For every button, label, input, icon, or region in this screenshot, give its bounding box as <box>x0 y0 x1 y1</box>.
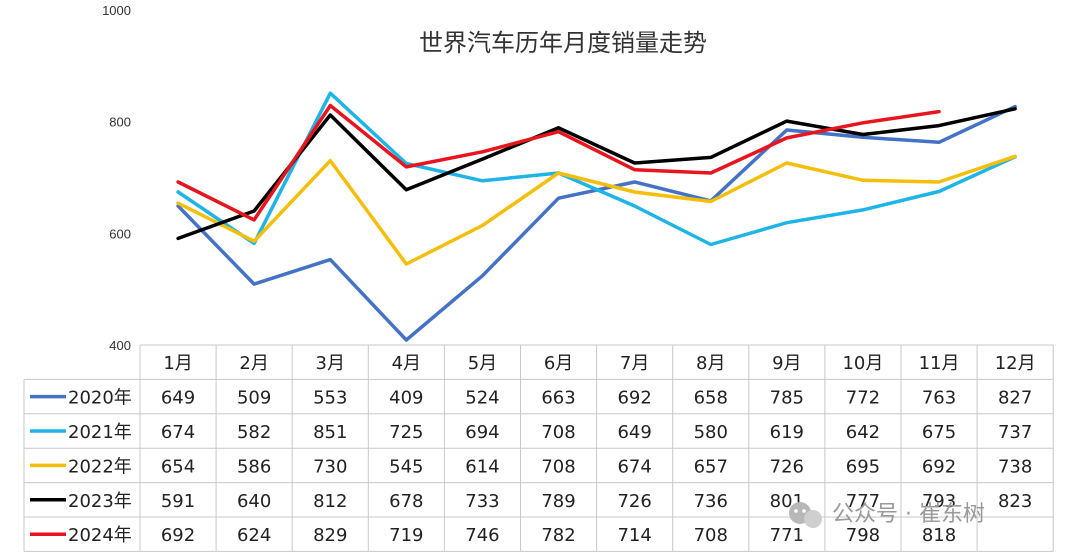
data-label: 694 <box>465 422 499 443</box>
data-label: 789 <box>541 491 575 512</box>
data-label: 692 <box>161 525 195 546</box>
data-label: 746 <box>465 525 499 546</box>
data-label: 726 <box>617 491 651 512</box>
data-label: 674 <box>161 422 195 443</box>
data-label: 818 <box>922 525 956 546</box>
x-tick-label: 3月 <box>316 353 345 374</box>
y-axis: 400 600 800 1000 <box>102 3 131 353</box>
data-label: 591 <box>161 491 195 512</box>
x-tick-label: 2月 <box>239 353 268 374</box>
data-label: 658 <box>694 388 728 409</box>
data-label: 777 <box>846 491 880 512</box>
y-tick-label: 1000 <box>102 3 131 18</box>
legend-label: 2024年 <box>68 525 132 546</box>
x-tick-label: 8月 <box>696 353 725 374</box>
data-label: 827 <box>998 388 1032 409</box>
data-label: 785 <box>770 388 804 409</box>
data-label: 793 <box>922 491 956 512</box>
data-label: 649 <box>617 422 651 443</box>
data-label: 509 <box>237 388 271 409</box>
x-tick-label: 7月 <box>620 353 649 374</box>
wechat-icon <box>789 502 822 528</box>
data-label: 553 <box>313 388 347 409</box>
data-label: 719 <box>389 525 423 546</box>
data-label: 619 <box>770 422 804 443</box>
data-label: 580 <box>694 422 728 443</box>
data-label: 640 <box>237 491 271 512</box>
data-label: 654 <box>161 456 195 477</box>
watermark-text: 公众号 · 崔东树 <box>832 502 985 527</box>
data-label: 678 <box>389 491 423 512</box>
data-label: 708 <box>541 456 575 477</box>
x-tick-label: 9月 <box>772 353 801 374</box>
x-tick-label: 6月 <box>544 353 573 374</box>
data-label: 708 <box>694 525 728 546</box>
data-label: 409 <box>389 388 423 409</box>
data-label: 771 <box>770 525 804 546</box>
data-table: 1月 2月 3月 4月 5月 6月 7月 8月 9月 10月 11月 12月 2020年 649 509 55… <box>23 344 1054 552</box>
legend-label: 2020年 <box>68 388 132 409</box>
data-label: 730 <box>313 456 347 477</box>
data-label: 708 <box>541 422 575 443</box>
series-line <box>176 104 1017 342</box>
legend-label: 2023年 <box>68 491 132 512</box>
data-label: 614 <box>465 456 499 477</box>
legend-label: 2021年 <box>68 422 132 443</box>
data-label: 733 <box>465 491 499 512</box>
data-label: 772 <box>846 388 880 409</box>
data-label: 695 <box>846 456 880 477</box>
series-line <box>176 103 941 222</box>
data-label: 624 <box>237 525 271 546</box>
data-label: 829 <box>313 525 347 546</box>
data-label: 823 <box>998 491 1032 512</box>
data-label: 642 <box>846 422 880 443</box>
x-tick-label: 10月 <box>842 353 883 374</box>
chart-title: 世界汽车历年月度销量走势 <box>419 29 707 57</box>
data-label: 763 <box>922 388 956 409</box>
data-label: 675 <box>922 422 956 443</box>
data-label: 586 <box>237 456 271 477</box>
y-tick-label: 800 <box>109 115 131 130</box>
x-tick-label: 12月 <box>995 353 1036 374</box>
data-label: 738 <box>998 456 1032 477</box>
x-tick-label: 11月 <box>919 353 960 374</box>
data-label: 524 <box>465 388 499 409</box>
data-label: 851 <box>313 422 347 443</box>
x-tick-label: 5月 <box>468 353 497 374</box>
series-line <box>176 107 1017 241</box>
x-tick-label: 1月 <box>163 353 192 374</box>
data-label: 692 <box>617 388 651 409</box>
series-line <box>176 91 1017 247</box>
data-label: 545 <box>389 456 423 477</box>
data-label: 663 <box>541 388 575 409</box>
legend-label: 2022年 <box>68 456 132 477</box>
data-label: 737 <box>998 422 1032 443</box>
data-label: 798 <box>846 525 880 546</box>
data-label: 725 <box>389 422 423 443</box>
data-label: 736 <box>694 491 728 512</box>
watermark: 公众号 · 崔东树 <box>789 502 985 528</box>
y-tick-label: 600 <box>109 226 131 241</box>
data-label: 782 <box>541 525 575 546</box>
series-lines <box>176 91 1017 342</box>
data-label: 714 <box>617 525 651 546</box>
series-line <box>176 154 1017 266</box>
y-tick-label: 400 <box>109 338 131 353</box>
data-label: 649 <box>161 388 195 409</box>
data-label: 582 <box>237 422 271 443</box>
data-label: 674 <box>617 456 651 477</box>
x-tick-label: 4月 <box>392 353 421 374</box>
data-label: 726 <box>770 456 804 477</box>
data-label: 657 <box>694 456 728 477</box>
data-label: 812 <box>313 491 347 512</box>
data-label: 692 <box>922 456 956 477</box>
